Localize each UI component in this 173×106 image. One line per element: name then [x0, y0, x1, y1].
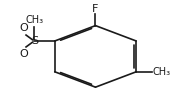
Text: CH₃: CH₃: [153, 67, 171, 77]
Text: O: O: [19, 23, 28, 33]
Text: F: F: [92, 4, 99, 14]
Text: S: S: [31, 36, 38, 46]
Text: CH₃: CH₃: [25, 15, 43, 25]
Text: O: O: [19, 49, 28, 59]
